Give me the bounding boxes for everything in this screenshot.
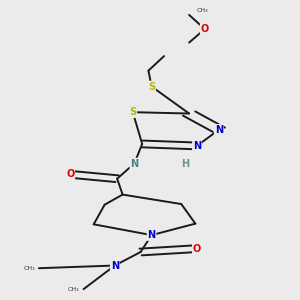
Text: O: O	[66, 169, 74, 179]
Text: CH₃: CH₃	[197, 8, 208, 13]
Text: N: N	[111, 260, 119, 271]
Text: O: O	[193, 244, 201, 254]
Text: N: N	[193, 141, 201, 151]
Text: N: N	[215, 125, 223, 135]
Text: S: S	[148, 82, 155, 92]
Text: N: N	[148, 230, 156, 240]
Text: H: H	[181, 158, 189, 169]
Text: CH₃: CH₃	[68, 287, 80, 292]
Text: S: S	[129, 107, 137, 117]
Text: CH₃: CH₃	[23, 266, 35, 271]
Text: N: N	[130, 158, 138, 169]
Text: O: O	[201, 24, 209, 34]
